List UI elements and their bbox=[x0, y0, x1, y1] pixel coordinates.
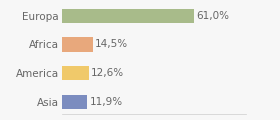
Bar bbox=[62, 9, 194, 23]
Text: 61,0%: 61,0% bbox=[196, 11, 229, 21]
Text: 14,5%: 14,5% bbox=[95, 39, 129, 49]
Bar bbox=[62, 37, 93, 52]
Text: 12,6%: 12,6% bbox=[91, 68, 124, 78]
Text: 11,9%: 11,9% bbox=[90, 97, 123, 107]
Bar bbox=[62, 66, 89, 80]
Bar bbox=[62, 95, 87, 109]
